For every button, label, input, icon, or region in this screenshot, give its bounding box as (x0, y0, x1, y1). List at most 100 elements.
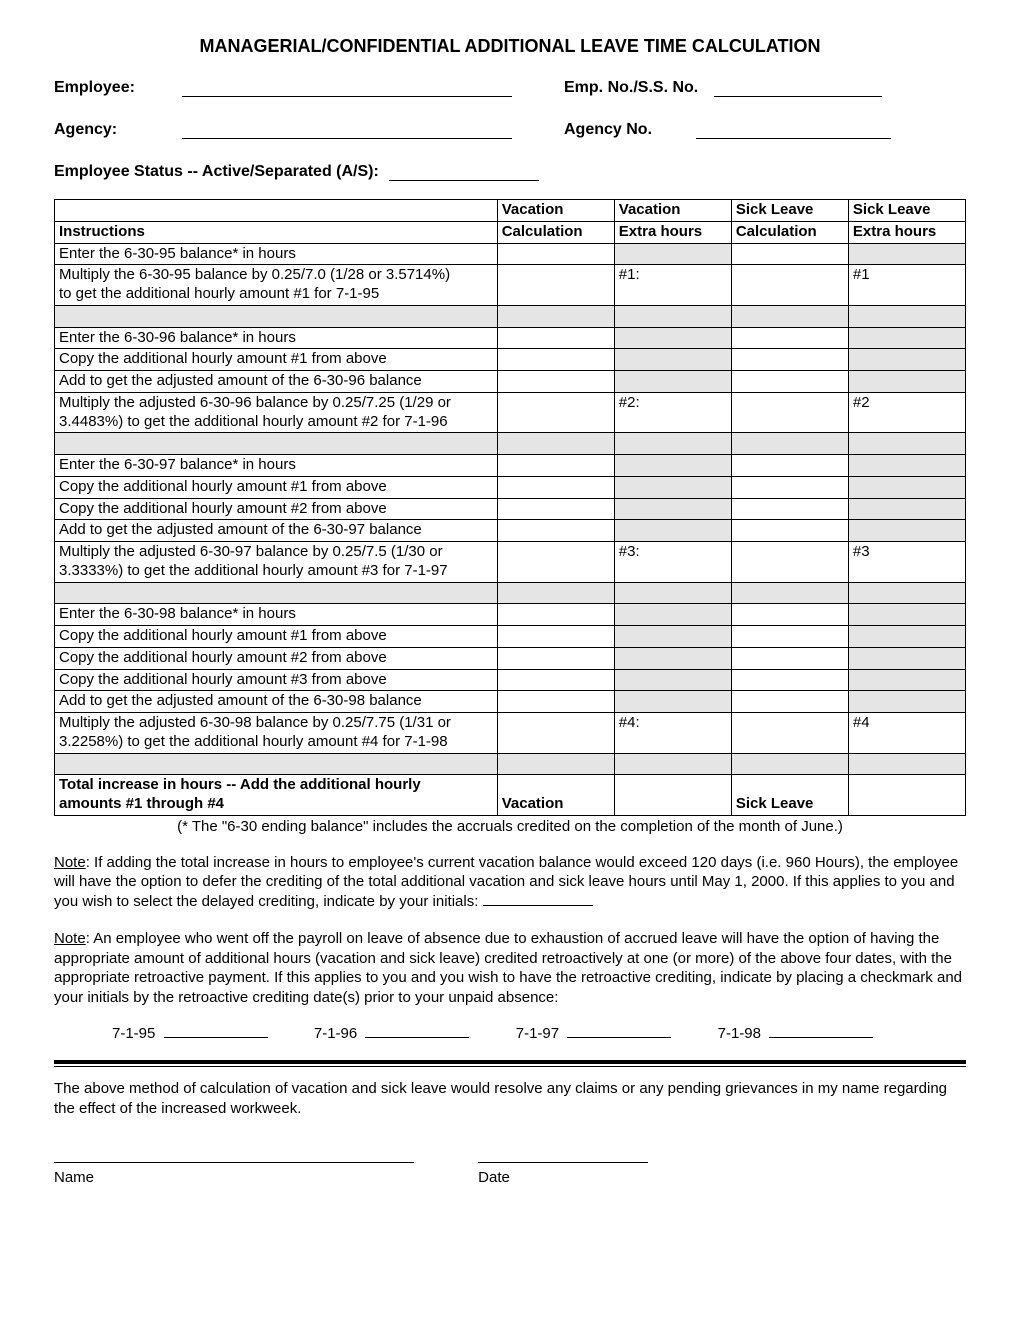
text: Multiply the 6-30-95 balance by 0.25/7.0… (59, 266, 450, 283)
cell[interactable] (497, 349, 614, 371)
cell[interactable] (497, 691, 614, 713)
calc-table: Vacation Vacation Sick Leave Sick Leave … (54, 199, 966, 816)
cell[interactable] (497, 392, 614, 433)
cell[interactable] (731, 542, 848, 583)
cell[interactable] (731, 604, 848, 626)
cell[interactable]: #2 (848, 392, 965, 433)
cell (848, 305, 965, 327)
text: to get the additional hourly amount #1 f… (59, 285, 379, 302)
cell[interactable] (497, 520, 614, 542)
cell[interactable] (731, 520, 848, 542)
cell (848, 582, 965, 604)
th-sick2: Sick Leave (848, 200, 965, 222)
cell[interactable]: #1 (848, 265, 965, 306)
cell-instr: Copy the additional hourly amount #1 fro… (55, 626, 498, 648)
cell (614, 327, 731, 349)
cell[interactable] (731, 626, 848, 648)
cell[interactable] (497, 713, 614, 754)
cell[interactable]: #4: (614, 713, 731, 754)
cell[interactable] (497, 371, 614, 393)
cell[interactable] (731, 327, 848, 349)
cell[interactable] (497, 669, 614, 691)
cell-instr: Copy the additional hourly amount #2 fro… (55, 647, 498, 669)
date-signature-line[interactable] (478, 1162, 648, 1163)
initials-input-line[interactable] (483, 893, 593, 906)
text: Multiply the adjusted 6-30-97 balance by… (59, 543, 443, 560)
emp-no-input-line[interactable] (714, 82, 882, 97)
cell (614, 669, 731, 691)
cell[interactable]: #3: (614, 542, 731, 583)
date-4-input-line[interactable] (769, 1025, 873, 1038)
cell (614, 476, 731, 498)
cell[interactable] (497, 455, 614, 477)
th-vac1: Vacation (497, 200, 614, 222)
cell (614, 433, 731, 455)
cell[interactable]: #1: (614, 265, 731, 306)
cell-instr: Enter the 6-30-98 balance* in hours (55, 604, 498, 626)
cell[interactable] (497, 265, 614, 306)
employee-input-line[interactable] (182, 82, 512, 97)
text: Multiply the adjusted 6-30-98 balance by… (59, 714, 451, 731)
cell[interactable] (497, 327, 614, 349)
cell (497, 582, 614, 604)
cell[interactable]: #4 (848, 713, 965, 754)
cell[interactable] (497, 626, 614, 648)
th-blank (55, 200, 498, 222)
cell[interactable] (731, 349, 848, 371)
cell[interactable] (848, 775, 965, 816)
cell (614, 349, 731, 371)
cell[interactable] (731, 371, 848, 393)
cell (55, 433, 498, 455)
cell (848, 327, 965, 349)
cell[interactable] (731, 691, 848, 713)
cell-instr: Copy the additional hourly amount #1 fro… (55, 476, 498, 498)
cell[interactable] (497, 243, 614, 265)
date-1-input-line[interactable] (164, 1025, 268, 1038)
th-calc-v: Calculation (497, 221, 614, 243)
cell[interactable] (497, 647, 614, 669)
cell-total-vac-label: Vacation (497, 775, 614, 816)
note-2-text: : An employee who went off the payroll o… (54, 930, 962, 1006)
status-input-line[interactable] (389, 166, 539, 181)
cell-instr: Multiply the adjusted 6-30-97 balance by… (55, 542, 498, 583)
cell[interactable] (731, 647, 848, 669)
agency-no-input-line[interactable] (696, 124, 891, 139)
cell[interactable] (731, 713, 848, 754)
cell[interactable] (614, 775, 731, 816)
section-divider (54, 1060, 966, 1067)
cell[interactable] (731, 265, 848, 306)
cell (848, 455, 965, 477)
cell[interactable] (731, 498, 848, 520)
cell[interactable] (731, 476, 848, 498)
cell (614, 604, 731, 626)
cell (848, 753, 965, 775)
cell (848, 520, 965, 542)
cell[interactable] (497, 498, 614, 520)
cell[interactable] (497, 542, 614, 583)
date-3-input-line[interactable] (567, 1025, 671, 1038)
cell[interactable]: #2: (614, 392, 731, 433)
cell (614, 753, 731, 775)
cell[interactable] (497, 476, 614, 498)
cell[interactable] (731, 669, 848, 691)
cell[interactable] (497, 604, 614, 626)
agency-label: Agency: (54, 121, 178, 139)
cell-total-sick-label: Sick Leave (731, 775, 848, 816)
name-signature-line[interactable] (54, 1162, 414, 1163)
cell (848, 626, 965, 648)
text: amounts #1 through #4 (59, 795, 224, 812)
name-label: Name (54, 1169, 414, 1186)
cell[interactable] (731, 243, 848, 265)
cell[interactable] (731, 392, 848, 433)
employee-row: Employee: Emp. No./S.S. No. (54, 79, 966, 97)
agency-input-line[interactable] (182, 124, 512, 139)
text: Multiply the adjusted 6-30-96 balance by… (59, 394, 451, 411)
cell (614, 498, 731, 520)
cell[interactable]: #3 (848, 542, 965, 583)
cell-instr: Multiply the 6-30-95 balance by 0.25/7.0… (55, 265, 498, 306)
date-2-input-line[interactable] (365, 1025, 469, 1038)
cell-total-label: Total increase in hours -- Add the addit… (55, 775, 498, 816)
cell[interactable] (731, 455, 848, 477)
cell-instr: Enter the 6-30-97 balance* in hours (55, 455, 498, 477)
signature-row (54, 1150, 966, 1167)
